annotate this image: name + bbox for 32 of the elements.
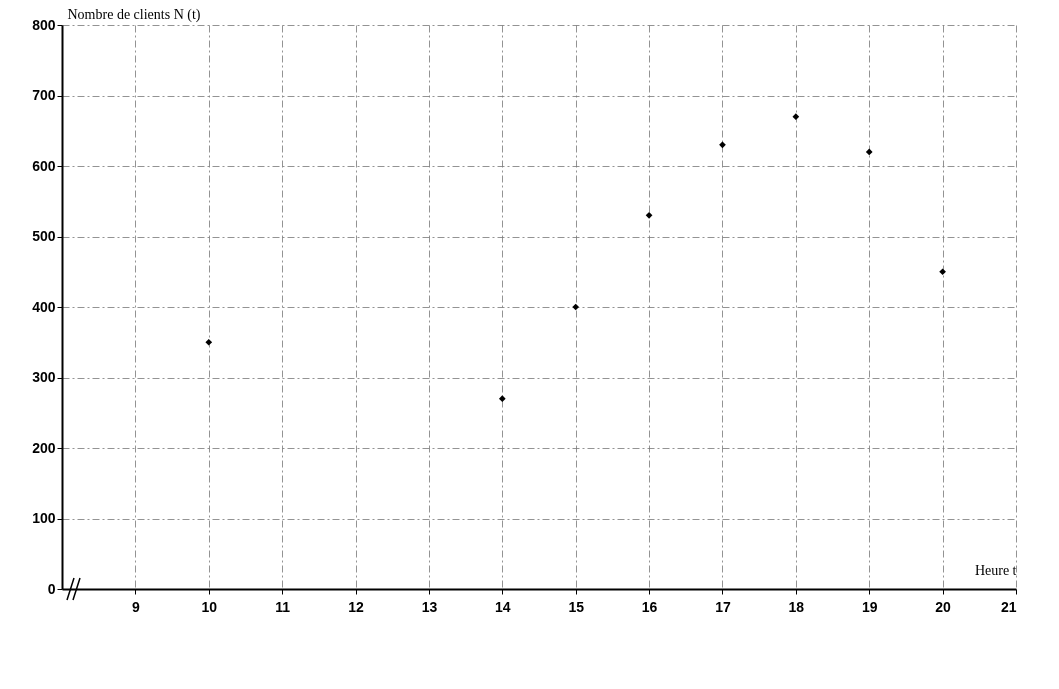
- x-tick-label: 18: [788, 598, 805, 615]
- y-tick-label: 300: [32, 369, 56, 385]
- x-tick-label: 16: [641, 598, 658, 615]
- point: [939, 268, 946, 276]
- point: [498, 395, 506, 402]
- y-tick-label: 600: [32, 157, 56, 174]
- x-tick-label: 10: [201, 598, 218, 615]
- point: [792, 113, 800, 120]
- point: [865, 148, 873, 156]
- point: [645, 212, 653, 219]
- point: [205, 338, 213, 346]
- y-tick-label: 100: [32, 510, 56, 526]
- x-tick-label: 17: [715, 598, 731, 615]
- x-tick-label: 9: [131, 598, 140, 615]
- point: [572, 303, 580, 311]
- y-axis-title: Nombre de clients N (t): [67, 6, 201, 23]
- x-tick-label: 13: [421, 598, 438, 615]
- x-tick-label: 19: [861, 598, 878, 615]
- x-tick-label: 21: [1000, 598, 1017, 615]
- x-tick-label: 11: [275, 598, 291, 615]
- y-tick-label: 500: [32, 228, 56, 244]
- x-tick-label: 15: [568, 598, 585, 615]
- x-tick-label: 12: [348, 598, 365, 615]
- y-tick-label: 0: [47, 580, 56, 597]
- point: [719, 141, 726, 149]
- y-tick-label: 700: [32, 87, 56, 103]
- y-tick-label: 400: [32, 298, 56, 315]
- y-tick-label: 800: [32, 16, 56, 33]
- x-tick-label: 14: [495, 598, 511, 615]
- x-axis-title: Heure t: [974, 562, 1017, 578]
- x-tick-label: 20: [935, 598, 952, 615]
- y-tick-label: 200: [32, 439, 56, 456]
